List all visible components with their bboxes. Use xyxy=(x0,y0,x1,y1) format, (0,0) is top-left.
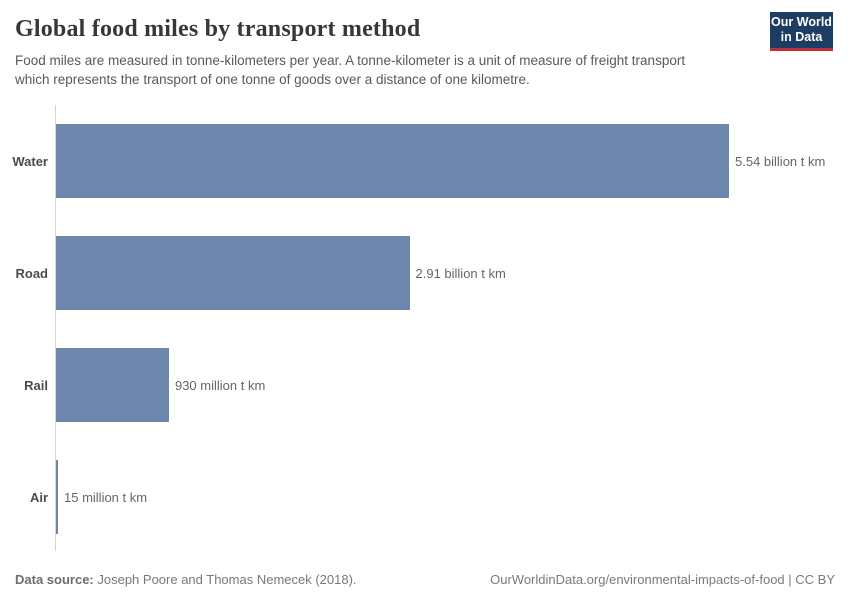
owid-logo[interactable]: Our World in Data xyxy=(770,12,833,51)
footer-url[interactable]: OurWorldinData.org/environmental-impacts… xyxy=(490,572,835,587)
bar-row-water: Water 5.54 billion t km xyxy=(0,105,850,217)
bar-air[interactable] xyxy=(56,460,58,534)
bar-zone: 15 million t km xyxy=(48,460,850,534)
y-axis-line xyxy=(55,105,56,551)
chart-header: Global food miles by transport method Fo… xyxy=(15,12,835,89)
value-label-road: 2.91 billion t km xyxy=(415,265,506,281)
bar-chart: Water 5.54 billion t km Road 2.91 billio… xyxy=(0,105,850,553)
chart-subtitle: Food miles are measured in tonne-kilomet… xyxy=(15,53,686,87)
bar-zone: 930 million t km xyxy=(48,348,850,422)
bar-row-road: Road 2.91 billion t km xyxy=(0,217,850,329)
value-label-water: 5.54 billion t km xyxy=(735,153,826,169)
value-label-air: 15 million t km xyxy=(64,489,148,505)
category-label-road: Road xyxy=(15,265,49,281)
value-label-rail: 930 million t km xyxy=(174,377,266,393)
bar-row-air: Air 15 million t km xyxy=(0,441,850,553)
data-source-label: Data source: xyxy=(15,572,94,587)
bar-rail[interactable] xyxy=(56,348,169,422)
bar-road[interactable] xyxy=(56,236,410,310)
data-source: Data source: Joseph Poore and Thomas Nem… xyxy=(15,572,357,587)
category-label-air: Air xyxy=(29,489,48,505)
chart-footer: Data source: Joseph Poore and Thomas Nem… xyxy=(15,572,835,587)
category-label-rail: Rail xyxy=(24,377,48,393)
owid-logo-line2: in Data xyxy=(780,30,823,44)
data-source-text: Joseph Poore and Thomas Nemecek (2018). xyxy=(93,572,357,587)
bar-row-rail: Rail 930 million t km xyxy=(0,329,850,441)
category-label-water: Water xyxy=(12,153,48,169)
bar-water[interactable] xyxy=(56,124,729,198)
bar-zone: 5.54 billion t km xyxy=(48,124,850,198)
owid-logo-line1: Our World xyxy=(771,14,832,29)
chart-title: Global food miles by transport method xyxy=(15,16,421,42)
bar-zone: 2.91 billion t km xyxy=(48,236,850,310)
